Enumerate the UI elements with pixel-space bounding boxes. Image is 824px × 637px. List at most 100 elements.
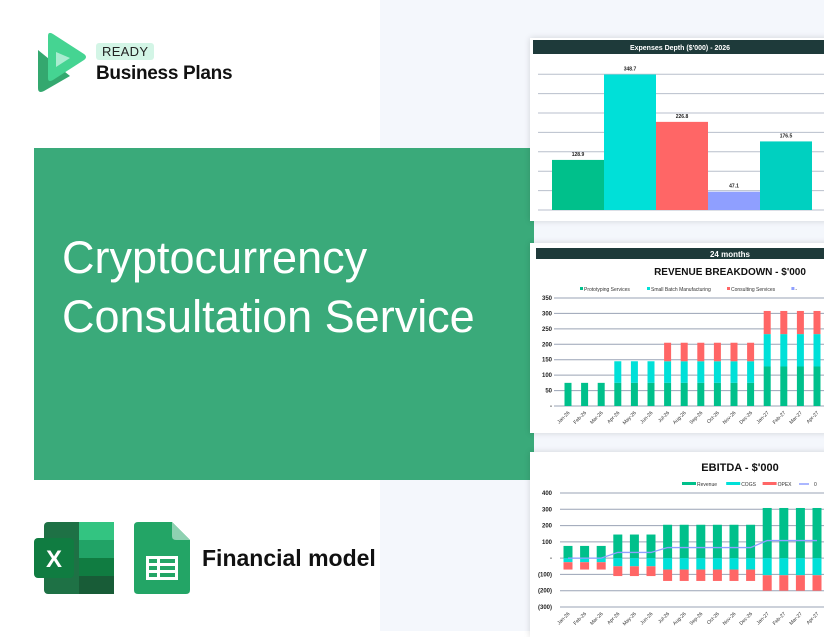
- bar-segment: [779, 575, 789, 591]
- brand-name: Business Plans: [96, 63, 233, 84]
- bar-segment: [664, 342, 672, 362]
- x-tick-label: Mar-27: [788, 410, 804, 426]
- x-tick-label: Mar-26: [589, 611, 605, 627]
- bar: [708, 191, 760, 210]
- bar-segment: [780, 310, 788, 335]
- bar-segment: [696, 524, 706, 559]
- bar-segment: [746, 558, 756, 570]
- legend-swatch: [791, 287, 795, 290]
- bar-segment: [613, 558, 623, 567]
- bar-segment: [613, 534, 623, 559]
- bar-segment: [629, 534, 639, 559]
- legend-swatch: [682, 482, 696, 485]
- x-tick-label: May-26: [622, 611, 638, 627]
- x-tick-label: Nov-26: [722, 410, 738, 426]
- y-tick-label: 50: [545, 389, 552, 395]
- x-tick-label: Apr-27: [806, 410, 821, 425]
- data-label: 128.9: [572, 152, 585, 158]
- y-tick-label: (300): [538, 605, 552, 611]
- chart-title: Expenses Depth ($'000) - 2026: [630, 45, 730, 52]
- bar-segment: [795, 507, 805, 559]
- x-tick-label: Dec-26: [738, 410, 754, 426]
- x-tick-label: Sep-26: [689, 611, 705, 627]
- hero-banner: Cryptocurrency Consultation Service: [34, 148, 534, 480]
- bar-segment: [795, 575, 805, 591]
- x-tick-label: Jul-26: [657, 611, 671, 625]
- x-tick-label: Mar-26: [589, 410, 605, 426]
- y-tick-label: -: [550, 404, 552, 410]
- bar-segment: [713, 361, 721, 383]
- bar-segment: [762, 575, 772, 591]
- bar-segment: [712, 558, 722, 570]
- bar-segment: [679, 524, 689, 559]
- y-tick-label: 400: [542, 491, 553, 497]
- legend-label: COGS: [741, 482, 756, 488]
- bar-segment: [696, 558, 706, 570]
- x-tick-label: Feb-27: [772, 410, 788, 426]
- data-label: 176.5: [780, 133, 793, 139]
- chart-header-bar: [536, 248, 824, 259]
- chart-header-bar: [533, 40, 824, 54]
- bar-segment: [812, 575, 822, 591]
- bar-segment: [813, 334, 821, 367]
- y-tick-label: 100: [542, 540, 553, 546]
- bar-segment: [813, 310, 821, 335]
- bar-segment: [796, 334, 804, 367]
- bar-segment: [697, 342, 705, 362]
- bar-segment: [680, 342, 688, 362]
- legend-label: OPEX: [778, 482, 793, 488]
- bar-segment: [780, 366, 788, 406]
- bar-segment: [629, 566, 639, 577]
- bar-segment: [730, 382, 738, 406]
- bar: [552, 159, 604, 210]
- bar-segment: [646, 558, 656, 567]
- bar-segment: [796, 366, 804, 406]
- revenue-breakdown-chart: 24 months REVENUE BREAKDOWN - $'000 - 50 100…: [536, 248, 824, 426]
- y-tick-label: 350: [542, 296, 553, 302]
- bar-segment: [712, 524, 722, 559]
- bar-segment: [696, 569, 706, 581]
- x-tick-label: Jan-26: [556, 611, 571, 626]
- bar-segment: [729, 569, 739, 581]
- y-tick-label: 100: [542, 373, 553, 379]
- expenses-chart-panel: Expenses Depth ($'000) - 2026 128.9 348.7 2…: [530, 38, 824, 221]
- legend-label: Prototyping Services: [584, 287, 630, 293]
- x-tick-label: Aug-26: [672, 410, 688, 426]
- bar-segment: [679, 558, 689, 570]
- bar-segment: [663, 558, 673, 570]
- excel-icon: X: [34, 522, 114, 594]
- bar-segment: [812, 507, 822, 559]
- legend-swatch: [580, 287, 583, 290]
- expenses-chart: Expenses Depth ($'000) - 2026 128.9 348.7 2…: [533, 40, 824, 211]
- legend-label: 0: [814, 482, 817, 488]
- legend-swatch: [647, 287, 650, 290]
- bar-segment: [597, 382, 605, 406]
- x-tick-label: Oct-26: [706, 611, 721, 626]
- bar-segment: [746, 524, 756, 559]
- chart-header: 24 months: [710, 250, 751, 259]
- bar-segment: [729, 524, 739, 559]
- x-tick-label: May-26: [622, 410, 638, 426]
- bar-segment: [813, 366, 821, 406]
- bar-segment: [563, 558, 573, 563]
- bar-segment: [747, 382, 755, 406]
- x-tick-label: Feb-27: [772, 611, 788, 627]
- bar-segment: [630, 361, 638, 383]
- bar-segment: [563, 562, 573, 570]
- bar-segment: [746, 569, 756, 581]
- x-tick-label: Feb-26: [573, 410, 589, 426]
- bar-segment: [762, 507, 772, 559]
- bar-segment: [763, 334, 771, 367]
- bar-segment: [630, 382, 638, 406]
- y-tick-label: 200: [542, 342, 553, 348]
- bar-segment: [747, 342, 755, 362]
- bar-segment: [596, 545, 606, 559]
- bar-segment: [680, 382, 688, 406]
- bar-segment: [763, 310, 771, 335]
- x-tick-label: Jan-27: [756, 611, 771, 626]
- bar-segment: [613, 566, 623, 577]
- bar-segment: [713, 382, 721, 406]
- bar-segment: [580, 562, 590, 570]
- bar-segment: [596, 558, 606, 563]
- bar-segment: [664, 382, 672, 406]
